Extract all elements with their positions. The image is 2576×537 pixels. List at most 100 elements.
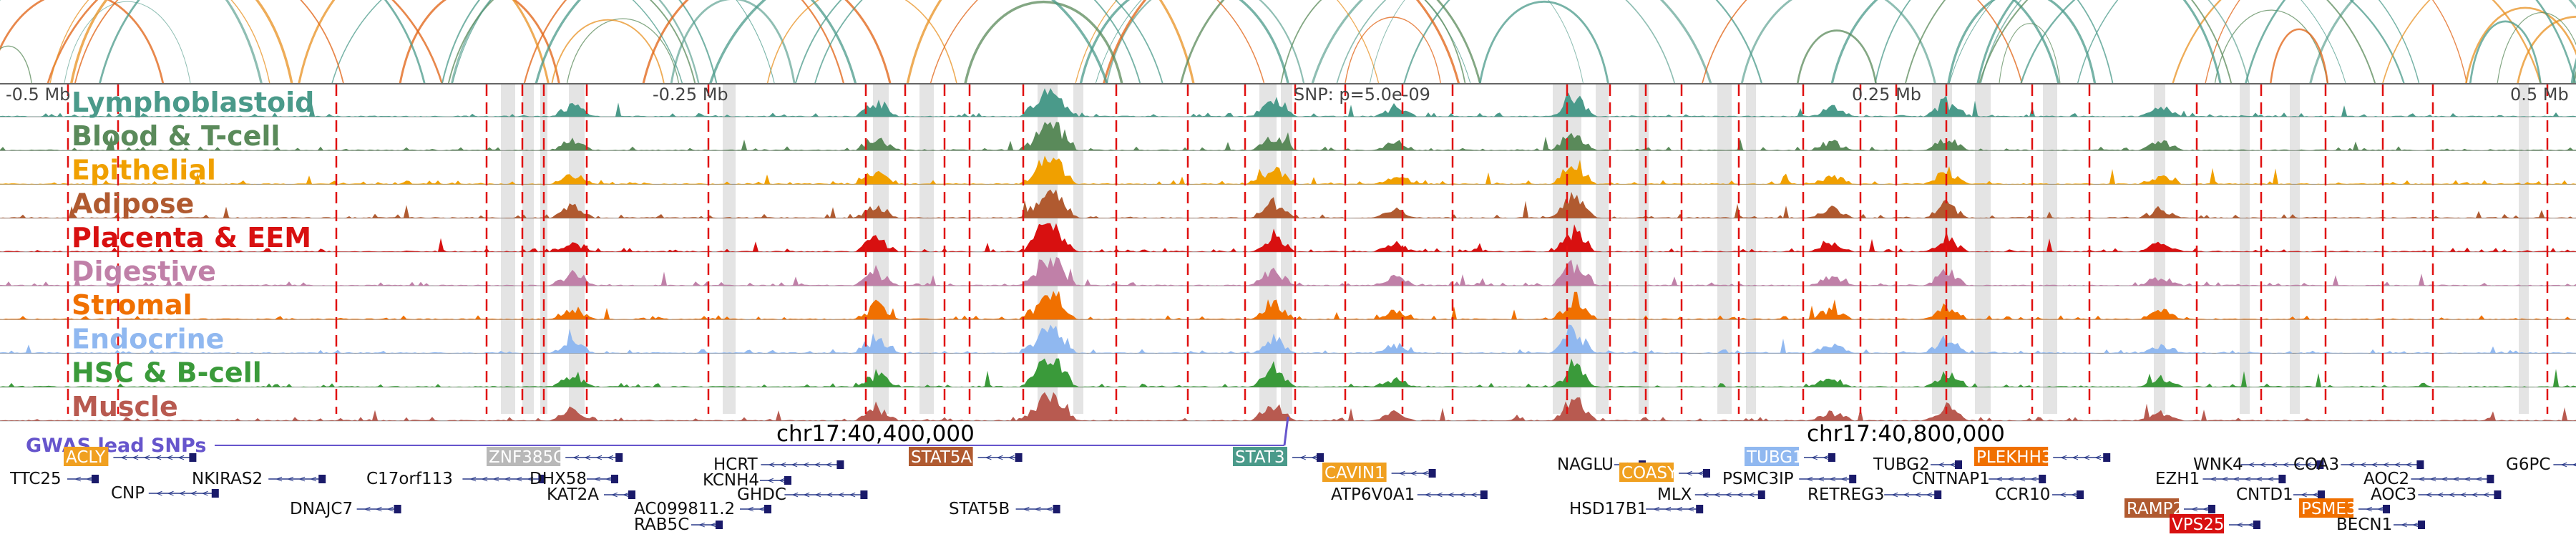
gene-label: PSME3 — [2301, 500, 2356, 518]
loop-arc — [708, 0, 1108, 84]
exon — [2316, 460, 2324, 469]
strand-arrow: < — [791, 460, 798, 470]
strand-arrow: < — [698, 520, 706, 530]
loop-arc — [1904, 0, 2233, 84]
track-label: Epithelial — [72, 154, 216, 185]
strand-arrow: < — [747, 504, 754, 514]
gene-label: TTC25 — [9, 470, 62, 488]
track-signal — [0, 257, 2576, 286]
exon — [2253, 521, 2260, 529]
loop-arc — [930, 0, 1265, 84]
track-label: Endocrine — [72, 323, 224, 354]
chromatin-loop-arcs — [0, 0, 2576, 84]
gene-highlight — [1974, 447, 2049, 466]
strand-arrow: < — [2371, 460, 2378, 470]
exon — [394, 505, 401, 513]
strand-arrow: < — [2267, 474, 2274, 484]
loop-arc — [2020, 0, 2405, 84]
strand-arrow: < — [1008, 453, 1015, 463]
strand-arrow: < — [1035, 504, 1042, 514]
strand-arrow: < — [2401, 520, 2408, 530]
strand-arrow: < — [2233, 474, 2240, 484]
highlight-column — [522, 84, 534, 414]
loop-arc — [1345, 16, 1442, 84]
gene-label: KAT2A — [547, 485, 599, 504]
gene-label: VPS25 — [2172, 516, 2224, 534]
track-signal — [0, 122, 2576, 151]
loop-arc — [1796, 29, 1878, 84]
strand-arrow: < — [1702, 490, 1709, 500]
track-label: Placenta & EEM — [72, 222, 311, 253]
gene-label: GHDC — [737, 485, 786, 504]
gene-label: DNAJC7 — [290, 500, 353, 518]
exon — [92, 475, 99, 483]
highlight-column — [1717, 84, 1732, 414]
strand-arrow: < — [1926, 490, 1933, 500]
strand-arrow: < — [1891, 490, 1898, 500]
gene-label: MLX — [1657, 485, 1692, 504]
strand-arrow: < — [814, 490, 821, 500]
loop-arc — [1979, 0, 2376, 84]
strand-arrow: < — [1664, 504, 1672, 514]
loop-arc — [1874, 0, 2114, 84]
exon — [615, 453, 623, 462]
strand-arrow: < — [1023, 504, 1030, 514]
strand-arrow: < — [2019, 474, 2026, 484]
gene-label: DHX58 — [530, 470, 587, 488]
loop-arc — [98, 0, 426, 84]
strand-arrow: < — [387, 504, 394, 514]
loop-arc — [47, 0, 444, 84]
track-signal — [0, 223, 2576, 252]
exon — [1849, 475, 1857, 483]
strand-arrow: < — [1422, 468, 1429, 478]
loop-arc — [794, 0, 1141, 84]
strand-arrow: < — [376, 504, 383, 514]
strand-arrow: < — [2482, 490, 2489, 500]
strand-arrow: < — [2259, 460, 2266, 470]
loop-arc — [331, 0, 683, 84]
strand-arrow: < — [504, 474, 511, 484]
strand-arrow: < — [2060, 453, 2067, 463]
strand-arrow: < — [595, 453, 602, 463]
exon — [211, 489, 219, 498]
ruler-tick-neg-half-mb: -0.5 Mb — [6, 84, 70, 105]
loop-arc — [1102, 0, 1460, 84]
strand-arrow: < — [2394, 460, 2401, 470]
loop-arc — [298, 0, 550, 84]
exon — [1955, 460, 1962, 469]
strand-arrow: < — [2436, 490, 2444, 500]
gene-label: CNTD1 — [2236, 485, 2293, 504]
strand-arrow: < — [1653, 504, 1660, 514]
strand-arrow: < — [2366, 504, 2373, 514]
gene-label: ZNF385C — [489, 448, 565, 467]
strand-arrow: < — [1459, 490, 1466, 500]
strand-arrow: < — [611, 490, 618, 500]
track-signal — [0, 392, 2576, 421]
gwas-snp-marker — [1283, 416, 1289, 446]
strand-arrow: < — [2293, 460, 2301, 470]
strand-arrow: < — [2448, 490, 2455, 500]
exon — [2383, 505, 2390, 513]
strand-arrow: < — [2071, 490, 2078, 500]
strand-arrow: < — [364, 504, 371, 514]
strand-arrow: < — [1748, 490, 1755, 500]
exon — [784, 476, 791, 485]
gene-highlight — [1233, 447, 1287, 466]
strand-arrow: < — [492, 474, 499, 484]
strand-arrow: < — [767, 475, 774, 485]
exon — [318, 475, 326, 483]
gene-highlight — [487, 447, 561, 466]
strand-arrow: < — [120, 453, 127, 463]
strand-arrow: < — [2429, 474, 2436, 484]
peak-markers — [67, 84, 2549, 414]
strand-arrow: < — [167, 488, 175, 498]
strand-arrow: < — [2452, 474, 2459, 484]
strand-arrow: < — [1470, 490, 1478, 500]
strand-arrow: < — [1914, 490, 1921, 500]
strand-arrow: < — [2572, 460, 2576, 470]
gene-label: C17orf113 — [366, 470, 453, 488]
gene-label: ACLY — [66, 448, 106, 467]
strand-arrow: < — [814, 460, 821, 470]
